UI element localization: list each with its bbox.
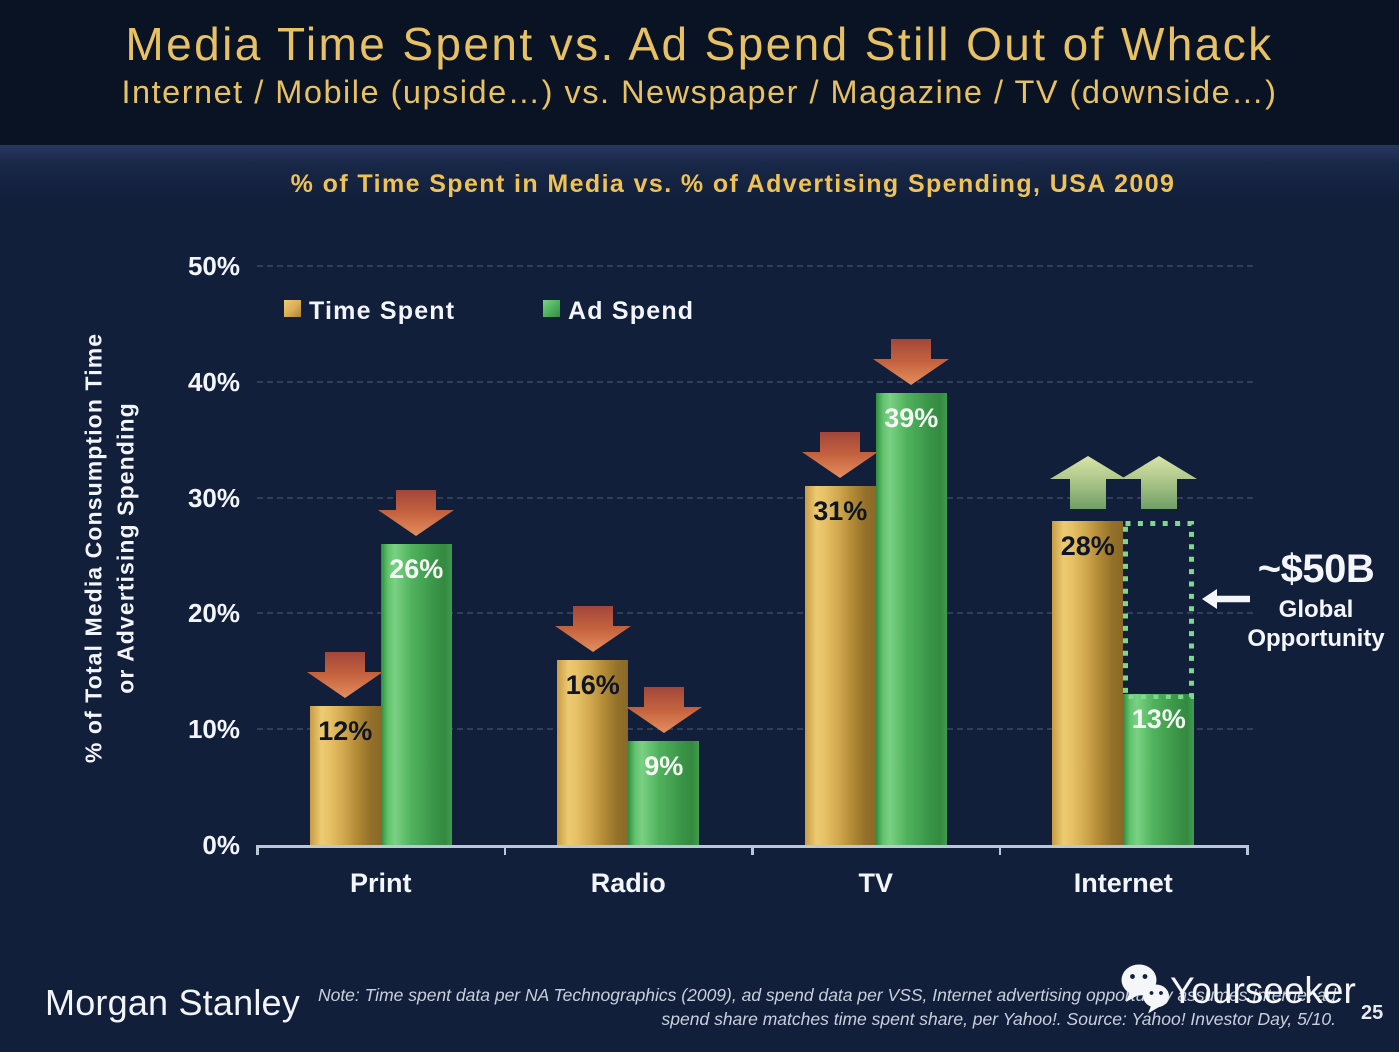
trend-down-arrow-icon [554, 605, 631, 652]
trend-down-arrow-icon [873, 339, 950, 386]
source-note: Note: Time spent data per NA Technograph… [236, 983, 1336, 1031]
legend-label-ad-spend: Ad Spend [568, 297, 695, 325]
source-note-line2: spend share matches time spent share, pe… [661, 1009, 1336, 1029]
trend-down-arrow-icon [625, 686, 702, 733]
gridline-30 [257, 496, 1253, 499]
opportunity-dotted-box [1123, 520, 1195, 700]
bar-value-label: 31% [813, 496, 868, 527]
page-number: 25 [1361, 1002, 1384, 1024]
category-label-print: Print [349, 868, 412, 898]
brand-logo: Morgan Stanley [45, 982, 300, 1023]
slide-header: Media Time Spent vs. Ad Spend Still Out … [0, 0, 1399, 145]
x-axis-tick [256, 845, 259, 855]
category-label-radio: Radio [590, 868, 666, 898]
bar-time-spent-radio [557, 659, 629, 845]
y-axis-title-line1: % of Total Media Consumption Time [80, 332, 107, 764]
bar-time-spent-print [309, 706, 381, 845]
watermark: Yourseeker [1118, 962, 1356, 1014]
trend-down-arrow-icon [307, 652, 384, 699]
opportunity-headline: ~$50B [1257, 547, 1375, 591]
y-tick-label-50: 50% [187, 251, 240, 281]
trend-up-arrow-icon [1049, 455, 1126, 509]
opportunity-annotation: ~$50B Global Opportunity [1247, 548, 1385, 653]
x-axis-tick [503, 845, 506, 855]
gridline-20 [257, 612, 1253, 615]
trend-up-arrow-icon [1120, 455, 1197, 509]
y-tick-label-30: 30% [187, 482, 240, 513]
watermark-text: Yourseeker [1170, 970, 1356, 1011]
bar-value-label: 28% [1060, 530, 1115, 561]
bar-time-spent-tv [804, 486, 876, 845]
y-tick-label-40: 40% [187, 366, 240, 397]
time-spent-swatch-icon [284, 300, 301, 317]
legend-label-time-spent: Time Spent [309, 297, 456, 325]
gridline-10 [257, 728, 1253, 731]
bar-value-label: 12% [318, 716, 373, 747]
bar-ad-spend-internet [1123, 694, 1195, 845]
y-tick-label-0: 0% [202, 830, 240, 860]
bar-ad-spend-radio [628, 740, 700, 845]
bar-value-label: 26% [389, 553, 444, 584]
y-tick-label-20: 20% [187, 598, 240, 629]
bar-ad-spend-print [380, 543, 452, 845]
bar-time-spent-internet [1052, 520, 1124, 845]
annotation-left-arrow-icon [1202, 589, 1250, 609]
bar-value-label: 39% [884, 403, 939, 434]
trend-down-arrow-icon [802, 432, 879, 479]
gridline-40 [257, 380, 1253, 383]
gridline-50 [257, 265, 1253, 267]
y-axis-title-line2: or Advertising Spending [112, 402, 138, 694]
ad-spend-swatch-icon [543, 300, 560, 317]
chart-title: % of Time Spent in Media vs. % of Advert… [290, 170, 1176, 198]
opportunity-line3: Opportunity [1247, 624, 1385, 652]
source-note-line1: Note: Time spent data per NA Technograph… [317, 985, 1336, 1005]
bar-value-label: 13% [1131, 704, 1186, 735]
category-label-internet: Internet [1073, 868, 1173, 898]
y-tick-label-10: 10% [187, 714, 240, 745]
bar-value-label: 9% [644, 750, 684, 781]
trend-down-arrow-icon [378, 489, 455, 536]
slide-subtitle: Internet / Mobile (upside…) vs. Newspape… [121, 74, 1278, 110]
x-axis-tick [1246, 845, 1249, 855]
category-label-tv: TV [858, 868, 893, 898]
slide-title: Media Time Spent vs. Ad Spend Still Out … [125, 18, 1274, 70]
x-axis-tick [998, 845, 1001, 855]
wechat-icon [1121, 964, 1169, 1014]
x-axis-tick [751, 845, 754, 855]
bar-ad-spend-tv [875, 393, 947, 845]
opportunity-line2: Global [1278, 596, 1354, 623]
bar-value-label: 16% [565, 669, 620, 700]
